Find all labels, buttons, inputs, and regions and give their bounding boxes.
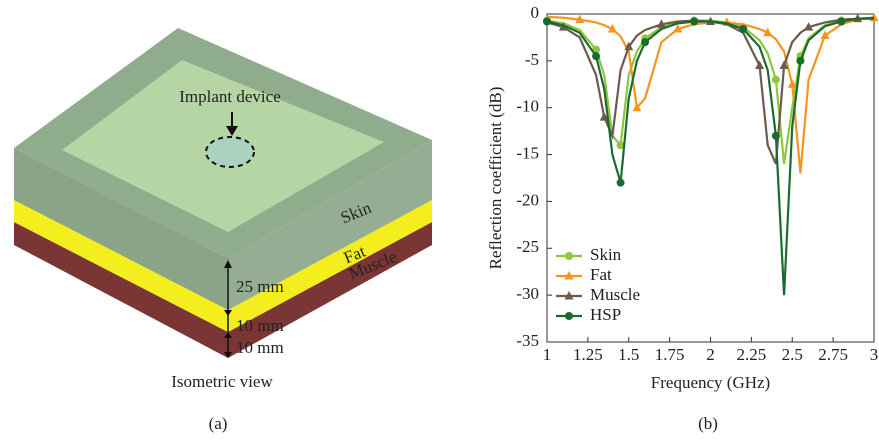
y-axis-label: Reflection coefficient (dB) <box>486 87 505 270</box>
caption: (a) <box>209 414 228 433</box>
view-label: Isometric view <box>171 372 273 391</box>
legend-label: Fat <box>590 265 612 284</box>
legend-label: HSP <box>590 305 621 324</box>
y-tick-label: -35 <box>516 331 539 350</box>
x-axis-label: Frequency (GHz) <box>651 373 770 392</box>
x-tick-label: 2.75 <box>818 345 848 364</box>
marker <box>739 25 747 33</box>
marker <box>565 252 573 260</box>
x-tick-label: 2.5 <box>782 345 803 364</box>
chart: 0 -5 -10 -15 -20 -25 -30 -351 1.25 1.5 1.75 2 2.25 2.… <box>486 3 879 392</box>
y-tick-label: -20 <box>516 190 539 209</box>
page: Implant device Skin Fat Muscle 25 mm 10 … <box>0 0 879 441</box>
caption: (b) <box>698 414 718 433</box>
implant-label: Implant device <box>179 87 281 106</box>
marker <box>565 312 573 320</box>
legend-label: Muscle <box>590 285 640 304</box>
x-tick-label: 1.5 <box>618 345 639 364</box>
dimension-label: 25 mm <box>236 277 284 296</box>
x-tick-label: 3 <box>870 345 879 364</box>
marker <box>617 179 625 187</box>
marker <box>796 57 804 65</box>
series-line <box>547 18 874 164</box>
marker <box>772 76 780 84</box>
x-tick-label: 1.25 <box>573 345 603 364</box>
dimension-label: 10 mm <box>236 338 284 357</box>
series-line <box>547 18 874 164</box>
x-tick-label: 2.25 <box>737 345 767 364</box>
marker <box>820 31 829 40</box>
marker <box>592 52 600 60</box>
x-tick-label: 2 <box>706 345 715 364</box>
dimension-label: 10 mm <box>236 316 284 335</box>
y-tick-label: -30 <box>516 284 539 303</box>
figure: Implant device Skin Fat Muscle 25 mm 10 … <box>0 0 879 441</box>
legend-label: Skin <box>590 245 622 264</box>
marker <box>755 61 764 69</box>
x-tick-label: 1 <box>543 345 552 364</box>
isometric-diagram: Implant device Skin Fat Muscle 25 mm 10 … <box>14 28 432 391</box>
marker <box>543 17 551 25</box>
series-line <box>547 17 874 174</box>
x-tick-label: 1.75 <box>655 345 685 364</box>
marker <box>837 17 845 25</box>
y-tick-label: -10 <box>516 97 539 116</box>
marker <box>690 17 698 25</box>
y-tick-label: -15 <box>516 143 539 162</box>
marker <box>641 38 649 46</box>
y-tick-label: -5 <box>525 50 539 69</box>
y-tick-label: 0 <box>531 3 540 22</box>
marker <box>772 132 780 140</box>
implant-outline <box>206 137 254 167</box>
y-tick-label: -25 <box>516 237 539 256</box>
